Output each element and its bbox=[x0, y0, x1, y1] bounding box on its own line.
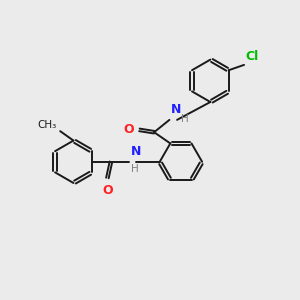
Text: H: H bbox=[181, 114, 188, 124]
Text: O: O bbox=[124, 123, 134, 136]
Text: H: H bbox=[131, 164, 138, 173]
Text: N: N bbox=[171, 103, 182, 116]
Text: N: N bbox=[131, 145, 141, 158]
Text: O: O bbox=[102, 184, 113, 197]
Text: Cl: Cl bbox=[246, 50, 259, 63]
Text: CH₃: CH₃ bbox=[38, 120, 57, 130]
